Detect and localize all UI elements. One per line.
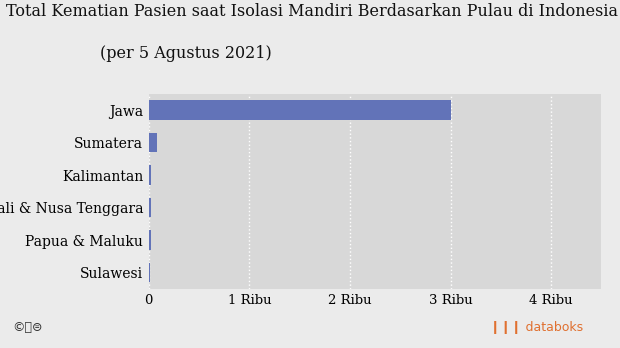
Text: (per 5 Agustus 2021): (per 5 Agustus 2021) <box>100 45 272 62</box>
Bar <box>149 198 151 218</box>
Bar <box>149 101 451 120</box>
Bar <box>149 165 151 185</box>
Text: ❙❙❙ databoks: ❙❙❙ databoks <box>490 321 583 334</box>
Text: Total Kematian Pasien saat Isolasi Mandiri Berdasarkan Pulau di Indonesia: Total Kematian Pasien saat Isolasi Mandi… <box>6 3 618 21</box>
Bar <box>149 230 151 250</box>
Bar <box>149 133 157 152</box>
Bar <box>149 263 150 282</box>
Text: ©Ⓐ⊜: ©Ⓐ⊜ <box>12 321 43 334</box>
